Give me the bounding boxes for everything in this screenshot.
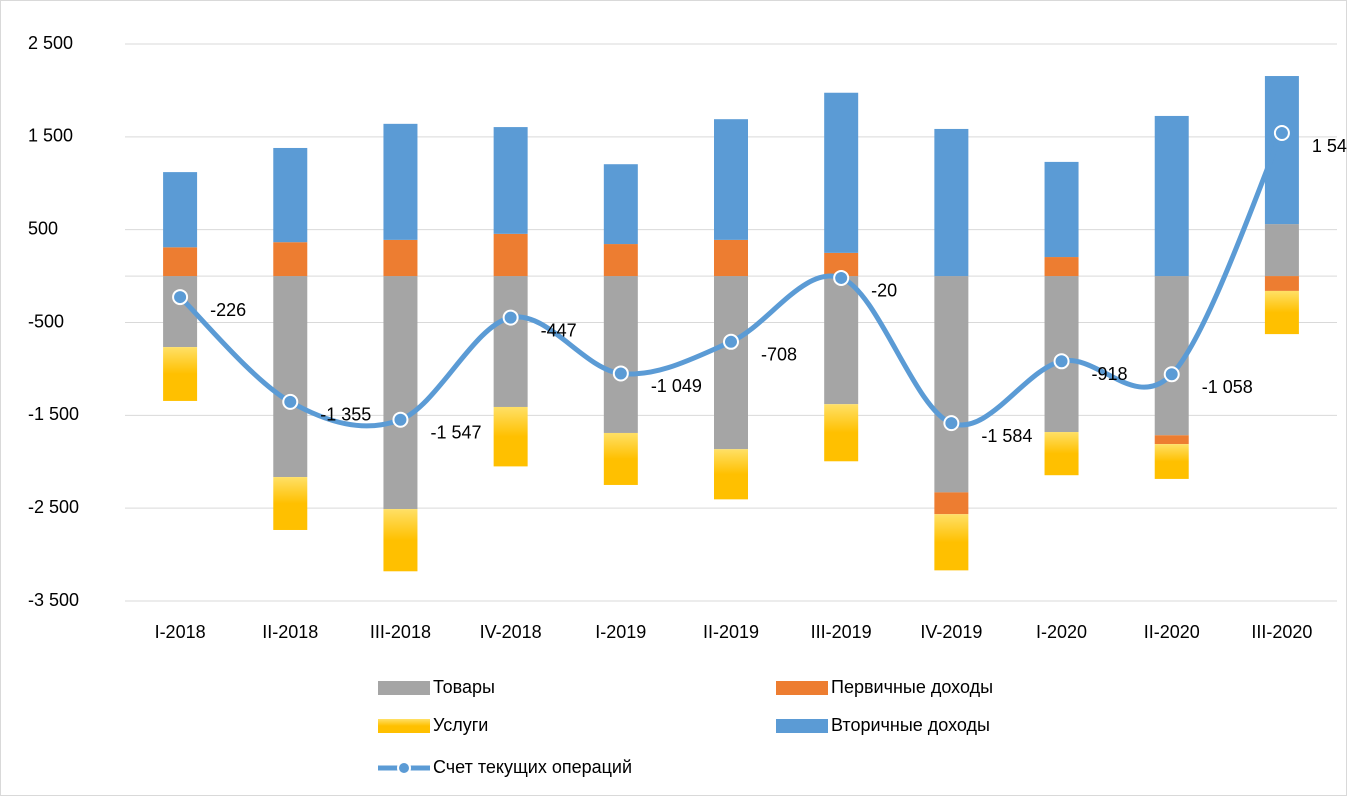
bar [1044, 161, 1079, 258]
bar [1154, 444, 1189, 479]
line-marker [502, 309, 519, 326]
line-marker [392, 411, 409, 428]
line-marker [1273, 125, 1290, 142]
bar [603, 276, 638, 433]
x-tick-label: IV-2018 [480, 622, 542, 642]
bar [714, 276, 748, 450]
bar [1044, 432, 1079, 476]
line-marker [282, 393, 299, 410]
bar [163, 247, 198, 277]
bar [824, 276, 859, 405]
bar [714, 119, 748, 240]
bar [603, 432, 638, 485]
data-label: -447 [541, 320, 577, 340]
legend-swatch [776, 681, 828, 695]
data-label: -226 [210, 300, 246, 320]
y-tick-label: -2 500 [28, 497, 79, 517]
bar [383, 123, 418, 240]
bar [824, 404, 859, 462]
legend-label: Услуги [433, 715, 488, 735]
bar [1264, 224, 1299, 277]
line-marker [833, 269, 850, 286]
bar [273, 242, 308, 277]
bar [714, 449, 748, 500]
bar [1154, 435, 1189, 445]
line [177, 130, 1285, 429]
data-label: -20 [871, 281, 897, 301]
data-label: 1 541 [1312, 136, 1347, 156]
line-marker [723, 333, 739, 350]
bar [1264, 290, 1299, 335]
bar [1044, 257, 1079, 277]
bar [934, 492, 969, 515]
bar [934, 276, 969, 493]
bar [273, 147, 308, 243]
legend-label: Счет текущих операций [433, 757, 632, 777]
bar [493, 406, 528, 467]
legend-swatch [378, 719, 430, 733]
data-label: -1 547 [430, 422, 481, 442]
bar [714, 239, 748, 277]
line-marker [1163, 366, 1180, 383]
legend-swatch [378, 681, 430, 695]
legend-swatch [776, 719, 828, 733]
data-label: -1 058 [1202, 377, 1253, 397]
bar [273, 477, 308, 530]
bar [1264, 276, 1299, 291]
data-label: -708 [761, 345, 797, 365]
x-tick-label: III-2019 [811, 622, 872, 642]
x-tick-label: II-2020 [1144, 622, 1200, 642]
x-tick-label: I-2020 [1036, 622, 1087, 642]
line-marker [1053, 353, 1070, 370]
bar [493, 276, 528, 407]
legend-label: Первичные доходы [831, 677, 993, 697]
bar [493, 233, 528, 277]
data-label: -1 049 [651, 376, 702, 396]
bar [824, 92, 859, 253]
x-tick-label: III-2018 [370, 622, 431, 642]
line-marker [172, 289, 189, 306]
y-tick-label: 1 500 [28, 126, 73, 146]
bar [603, 244, 638, 277]
x-tick-label: II-2018 [262, 622, 318, 642]
line-marker [943, 415, 960, 432]
y-tick-label: -500 [28, 311, 64, 331]
data-label: -918 [1092, 364, 1128, 384]
data-label: -1 584 [981, 426, 1032, 446]
x-tick-label: I-2019 [595, 622, 646, 642]
bar [824, 252, 859, 277]
bar [493, 127, 528, 234]
x-tick-label: I-2018 [155, 622, 206, 642]
x-tick-label: IV-2019 [920, 622, 982, 642]
bar [934, 514, 969, 571]
x-tick-label: II-2019 [703, 622, 759, 642]
y-tick-label: -3 500 [28, 590, 79, 610]
bar [603, 164, 638, 245]
bar [1154, 115, 1189, 277]
bar [1264, 76, 1299, 225]
line-marker [612, 365, 629, 382]
legend-label: Товары [433, 677, 495, 697]
y-tick-label: 500 [28, 218, 58, 238]
bar [383, 276, 418, 510]
bar [273, 276, 308, 478]
y-tick-label: 2 500 [28, 33, 73, 53]
legend-swatch [397, 761, 411, 775]
data-label: -1 355 [320, 405, 371, 425]
x-tick-label: III-2020 [1251, 622, 1312, 642]
bar [383, 239, 418, 277]
legend-label: Вторичные доходы [831, 715, 990, 735]
bar [934, 128, 969, 277]
bar [383, 509, 418, 572]
y-tick-label: -1 500 [28, 404, 79, 424]
bar [163, 347, 198, 401]
bar [163, 172, 198, 248]
